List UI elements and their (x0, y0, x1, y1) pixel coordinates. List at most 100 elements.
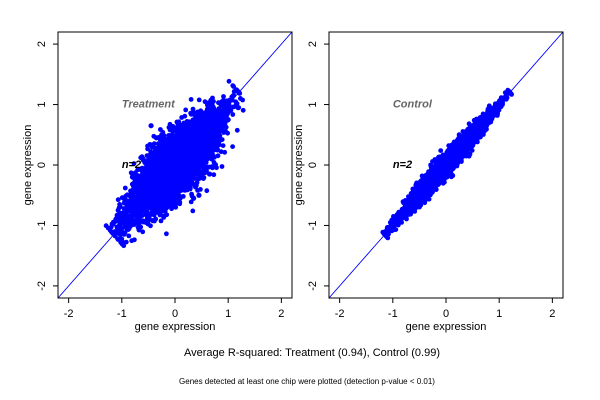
data-point (204, 149, 210, 155)
data-point (190, 133, 196, 138)
data-point (171, 133, 177, 139)
data-point (175, 166, 181, 172)
data-point (230, 92, 237, 99)
data-point (230, 112, 236, 117)
data-point (206, 155, 212, 161)
data-point (195, 126, 201, 131)
data-point (212, 154, 217, 160)
data-point (201, 168, 207, 174)
data-point (128, 170, 134, 176)
data-point (206, 136, 212, 142)
data-point (115, 197, 121, 203)
data-point (150, 174, 156, 180)
data-point (149, 198, 155, 204)
data-point (177, 199, 183, 205)
data-point (213, 141, 218, 147)
data-point (124, 207, 130, 213)
data-point (157, 174, 162, 180)
panel-title: Treatment (122, 99, 176, 111)
x-tick-label: 1 (225, 308, 231, 320)
y-tick-label: 1 (36, 101, 48, 107)
data-point (158, 181, 164, 187)
data-point (214, 147, 221, 153)
data-point (188, 199, 194, 205)
data-point (184, 143, 190, 149)
data-point (209, 113, 215, 119)
data-point (197, 150, 203, 156)
data-point (220, 98, 226, 105)
data-point (192, 183, 198, 188)
data-point (140, 192, 146, 198)
data-point (148, 223, 153, 229)
data-point (216, 142, 222, 148)
plot-area (58, 32, 292, 298)
data-point (156, 156, 162, 162)
data-point (204, 144, 210, 150)
data-point (226, 78, 232, 84)
data-point (143, 212, 149, 218)
data-point (167, 203, 173, 209)
data-point (161, 189, 167, 195)
x-tick-label: -2 (64, 308, 74, 320)
data-point (136, 198, 142, 204)
data-point (240, 107, 246, 113)
data-point (150, 189, 155, 195)
data-point (183, 120, 189, 126)
data-point (142, 185, 148, 190)
data-point (219, 164, 225, 169)
data-point (188, 180, 194, 185)
data-point (183, 107, 189, 113)
data-point (166, 133, 172, 138)
data-point (183, 125, 189, 131)
data-point (140, 169, 146, 175)
data-point (145, 174, 152, 180)
data-point (216, 106, 222, 112)
data-point (183, 168, 189, 174)
data-point (147, 142, 153, 147)
data-point (163, 153, 169, 159)
data-point (191, 147, 197, 153)
data-point (175, 186, 181, 192)
data-point (170, 124, 176, 129)
data-point (171, 173, 177, 179)
data-point (189, 153, 194, 159)
data-point (149, 165, 155, 171)
data-point (115, 207, 121, 213)
data-point (179, 185, 185, 191)
x-tick-label: -1 (117, 308, 127, 320)
data-point (146, 168, 151, 174)
data-point (198, 118, 204, 124)
data-point (152, 178, 158, 184)
data-point (105, 225, 111, 231)
data-point (161, 133, 167, 139)
data-point (202, 99, 208, 105)
data-point (209, 104, 215, 111)
data-point (170, 187, 176, 193)
data-point (225, 117, 231, 123)
data-point (240, 97, 246, 103)
data-point (182, 113, 188, 119)
data-point (196, 97, 202, 103)
data-point (201, 110, 207, 116)
y-tick-label: 0 (36, 162, 48, 168)
data-point (177, 132, 183, 138)
data-point (163, 204, 169, 210)
data-point (211, 125, 217, 131)
data-point (157, 212, 163, 218)
data-point (124, 198, 129, 204)
data-point (132, 237, 137, 243)
data-point (151, 212, 157, 218)
data-point (220, 143, 226, 149)
data-point (219, 137, 225, 143)
data-point (129, 198, 136, 204)
sample-size-label: n=2 (122, 159, 141, 171)
data-point (172, 147, 177, 152)
data-point (190, 208, 196, 214)
data-point (193, 159, 199, 165)
data-point (164, 231, 169, 237)
data-point (135, 216, 141, 223)
y-tick-label: -2 (36, 281, 48, 291)
data-point (144, 153, 150, 159)
data-point (163, 139, 169, 145)
